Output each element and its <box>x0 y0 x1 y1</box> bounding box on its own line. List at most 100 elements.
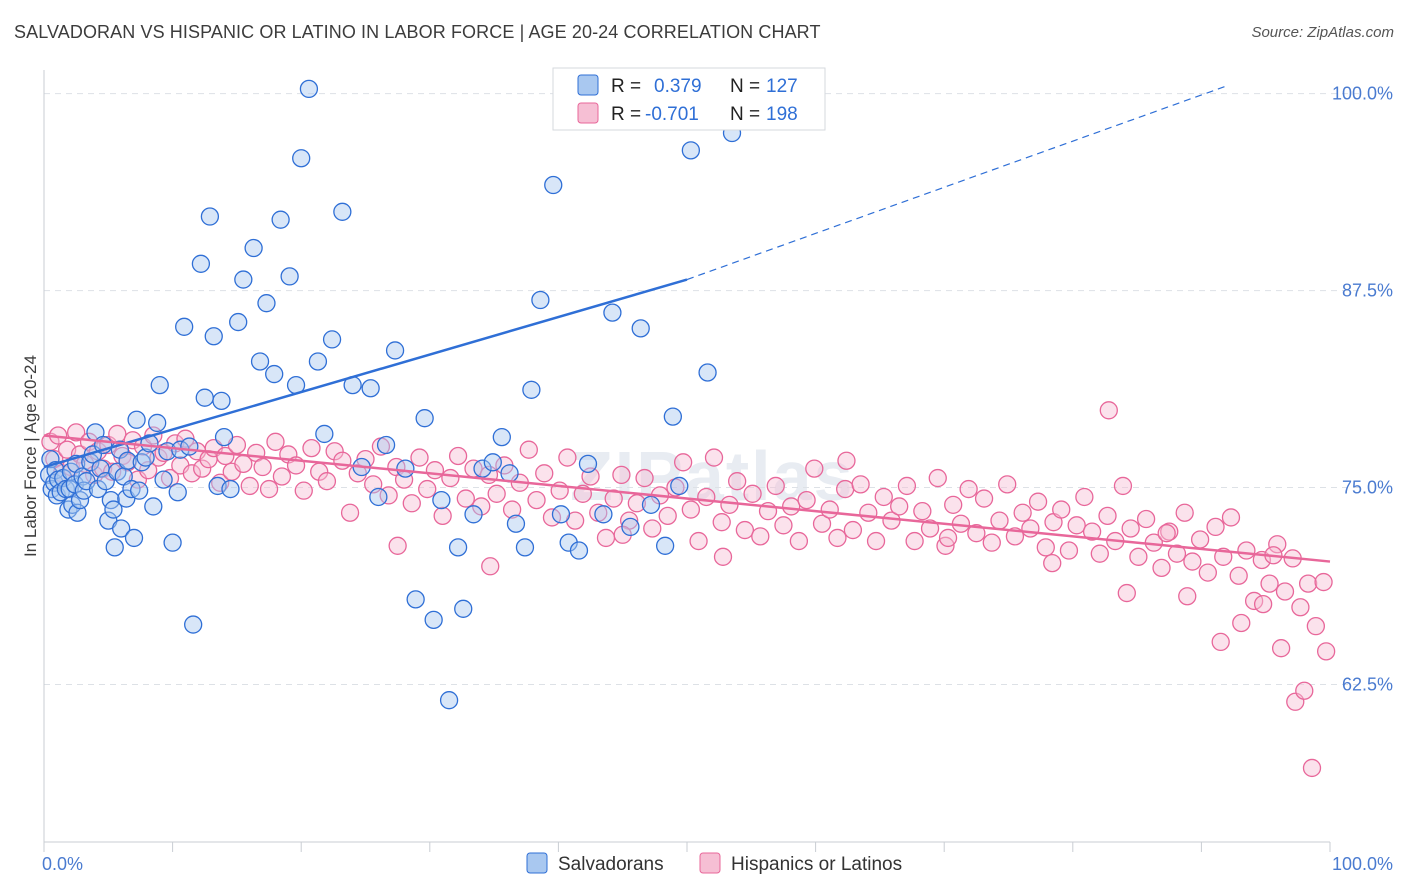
salvadoran-point <box>492 427 511 447</box>
hispanic-point <box>1021 519 1040 538</box>
salvadoran-point <box>415 409 434 428</box>
hispanic-point <box>1260 574 1279 593</box>
hispanic-point <box>103 462 122 481</box>
hispanic-point <box>1043 553 1062 573</box>
hispanic-point <box>481 557 500 576</box>
hispanic-point <box>1013 503 1032 522</box>
hispanic-point <box>1059 541 1079 560</box>
salvadoran-point <box>396 459 415 478</box>
salvadoran-point <box>130 481 149 500</box>
hispanic-point <box>1306 617 1326 636</box>
hispanic-point <box>433 506 452 526</box>
hispanic-point <box>828 528 847 548</box>
trend-lines <box>43 85 1331 563</box>
hispanic-point <box>502 500 522 519</box>
hispanic-point <box>1175 503 1194 522</box>
hispanic-point <box>402 494 421 513</box>
hispanic-point <box>913 501 932 521</box>
bottom-legend-label-hispanics: Hispanics or Latinos <box>731 854 902 875</box>
salvadoran-point <box>522 380 541 399</box>
hispanic-point <box>658 506 677 526</box>
hispanic-point <box>333 451 352 470</box>
hispanic-point <box>643 519 662 538</box>
hispanic-point <box>1028 492 1048 511</box>
salvadoran-point <box>184 615 203 634</box>
hispanic-point <box>751 527 770 546</box>
legend-n-value-2: 198 <box>766 104 798 125</box>
salvadoran-point <box>376 435 396 455</box>
legend-r-value-1: 0.379 <box>654 76 702 97</box>
hispanic-point <box>1275 582 1295 601</box>
hispanic-point <box>259 479 279 499</box>
hispanic-point <box>558 448 577 467</box>
hispanic-point <box>1190 530 1210 549</box>
hispanic-point <box>1295 681 1314 700</box>
hispanic-point <box>253 457 272 477</box>
hispanic-point <box>425 461 445 480</box>
salvadoran-point <box>655 536 675 555</box>
hispanic-point <box>766 476 785 496</box>
salvadoran-point <box>195 388 214 407</box>
hispanic-point <box>820 500 839 519</box>
hispanic-point <box>797 490 816 510</box>
salvadoran-point <box>631 319 650 338</box>
hispanic-point <box>1268 535 1287 554</box>
hispanic-point <box>967 524 986 543</box>
legend-r-value-2: -0.701 <box>645 104 699 125</box>
salvadoran-point <box>578 454 598 474</box>
salvadoran-point <box>424 610 443 630</box>
salvadoran-point <box>432 490 451 510</box>
hispanic-point <box>1291 598 1310 617</box>
hispanic-point <box>704 448 724 467</box>
hispanic-point <box>974 489 994 508</box>
hispanic-point <box>728 472 747 491</box>
hispanic-point <box>1198 563 1217 582</box>
salvadoran-point <box>118 451 137 470</box>
hispanic-point <box>240 476 259 496</box>
salvadoran-point <box>569 541 589 560</box>
hispanic-point <box>774 516 793 535</box>
hispanic-point <box>519 440 538 459</box>
hispanic-point <box>944 495 963 514</box>
salvadoran-point <box>234 270 253 289</box>
hispanic-point <box>1302 758 1322 778</box>
hispanic-points <box>41 401 1336 778</box>
bottom-legend-label-salvadorans: Salvadorans <box>558 854 664 875</box>
y-axis-label: In Labor Force | Age 20-24 <box>21 355 40 557</box>
hispanic-point <box>1157 524 1176 543</box>
hispanic-point <box>928 468 947 488</box>
hispanic-point <box>689 531 708 551</box>
salvadoran-points <box>39 79 769 710</box>
y-tick-label: 100.0% <box>1332 84 1393 104</box>
salvadoran-point <box>180 437 199 456</box>
hispanic-point <box>193 459 212 478</box>
y-tick-label: 62.5% <box>1342 674 1393 694</box>
salvadoran-point <box>214 427 234 447</box>
x-tick-label: 0.0% <box>42 854 83 874</box>
hispanic-point <box>1221 508 1241 527</box>
salvadoran-point <box>621 517 640 537</box>
hispanic-point <box>789 531 809 551</box>
axes <box>43 70 1331 852</box>
hispanic-point <box>1129 547 1148 566</box>
bottom-legend: Salvadorans Hispanics or Latinos <box>526 852 902 875</box>
hispanic-point <box>1052 500 1071 519</box>
salvadoran-point <box>292 149 311 168</box>
y-tick-label: 75.0% <box>1342 478 1393 498</box>
hispanic-point <box>1167 544 1187 563</box>
hispanic-point <box>938 528 958 548</box>
hispanic-point <box>211 473 230 492</box>
salvadoran-point <box>406 590 425 609</box>
salvadoran-point <box>104 500 123 519</box>
hispanic-point <box>1113 476 1133 496</box>
hispanic-point <box>1253 594 1273 614</box>
hispanic-point <box>1237 541 1256 560</box>
legend-n-label-2: N = <box>730 104 760 125</box>
x-tick-label: 100.0% <box>1332 854 1393 874</box>
hispanic-point <box>673 453 693 472</box>
salvadoran-point <box>385 341 405 360</box>
salvadoran-point <box>308 352 328 371</box>
salvadoran-point <box>641 495 661 514</box>
hispanic-point <box>735 520 755 540</box>
